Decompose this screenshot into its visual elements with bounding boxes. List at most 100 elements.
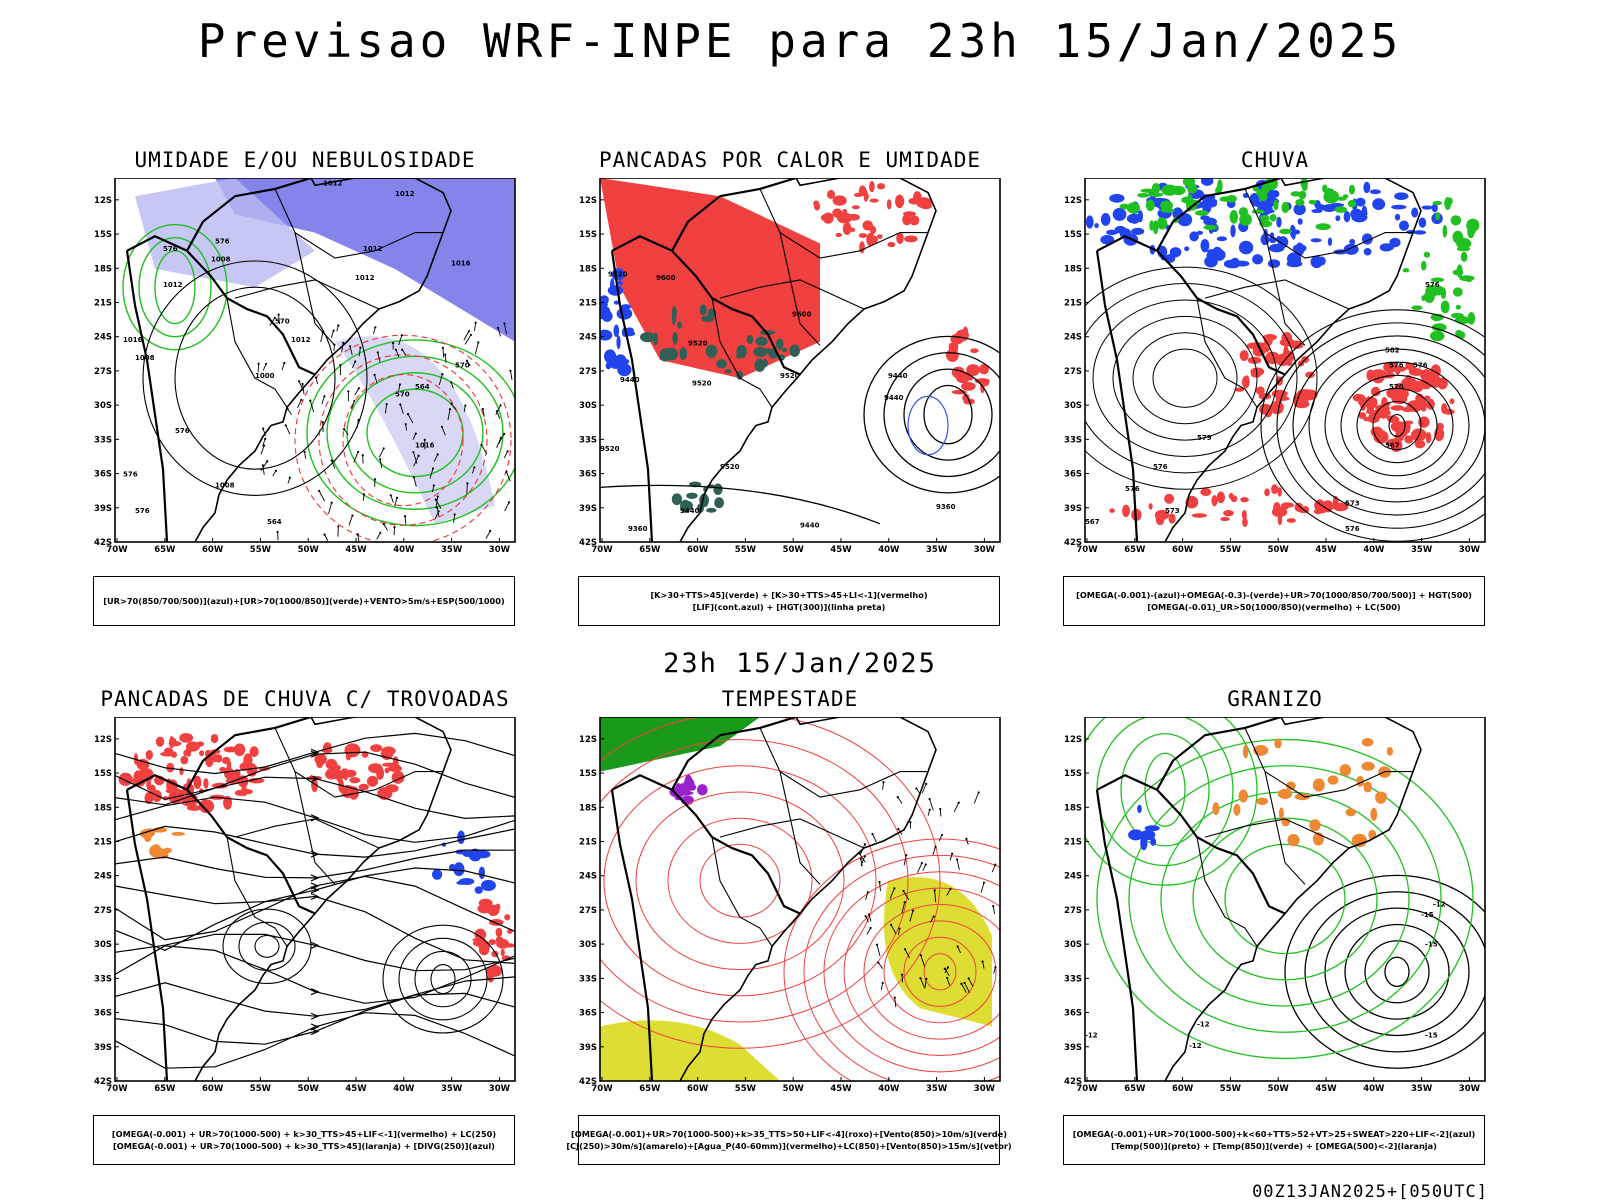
rain-red-cell (1242, 510, 1247, 519)
rain-red-cell (1417, 433, 1422, 442)
contour-label: -12 (1433, 900, 1446, 908)
wind-vector (354, 360, 356, 362)
lat-label: 18S (94, 803, 112, 813)
wind-vector (357, 451, 359, 453)
omega500-cell (1243, 745, 1248, 758)
omega-blue-cell (1399, 221, 1409, 231)
wind-vector (925, 783, 927, 785)
storm-red-cell (345, 770, 357, 778)
green-instability-cell (700, 304, 707, 315)
wind-vector (890, 924, 892, 926)
lon-label: 45W (1315, 1084, 1337, 1094)
omega-blue-cell (1311, 238, 1322, 242)
wind-vector (939, 808, 941, 810)
contour-label: 9600 (792, 310, 812, 318)
wind-vector (964, 982, 966, 984)
wind-vector (933, 915, 935, 917)
omega500-cell (1287, 834, 1299, 846)
green-instability-cell (686, 493, 697, 499)
storm-red-cell (179, 733, 193, 743)
wind-vector (377, 351, 379, 353)
lat-label: 33S (579, 435, 597, 445)
panel-title: CHUVA (1063, 148, 1487, 172)
legend-line: [OMEGA(-0.001)+UR>70(1000-500)+k>35_TTS>… (571, 1128, 1007, 1140)
wind-vector (960, 983, 962, 985)
wind-vector (379, 532, 381, 534)
contour-label: 1008 (135, 354, 155, 362)
lat-label: 15S (579, 769, 597, 779)
lat-label: 15S (1064, 769, 1082, 779)
omega-green-cell (1456, 305, 1461, 310)
lat-label: 21S (579, 298, 597, 308)
green-instability-cell (747, 335, 754, 344)
lat-label: 15S (94, 769, 112, 779)
rain-red-cell (1443, 409, 1455, 415)
omega500-cell (1256, 797, 1268, 804)
wind-vector (920, 954, 922, 956)
omega500-cell (1340, 764, 1351, 776)
green-instability-cell (640, 332, 655, 342)
wind-vector (318, 490, 320, 492)
lon-label: 55W (735, 1084, 757, 1094)
storm-red-cell (203, 778, 208, 789)
lat-label: 12S (94, 196, 112, 206)
omega-green-cell (1281, 202, 1289, 213)
purple-cell (697, 784, 708, 795)
omega500-cell (1328, 775, 1339, 784)
wind-vector (278, 314, 280, 316)
wind-vector (300, 399, 302, 401)
green-instability-cell (716, 359, 727, 368)
omega-green-cell (1403, 268, 1410, 272)
instability-cell (961, 382, 976, 391)
rain-red-cell (1431, 364, 1441, 377)
storm-red-cell (186, 741, 200, 751)
rain-red-cell (1371, 427, 1383, 437)
lat-label: 15S (579, 230, 597, 240)
omega-green-cell (1435, 212, 1440, 220)
wind-vector (464, 404, 466, 406)
wind-vector (442, 347, 444, 349)
lifted-index-cell (617, 308, 633, 320)
green-instability-cell (672, 493, 682, 505)
wind-vector (503, 322, 505, 324)
wind-vector (946, 977, 948, 979)
wind-vector (331, 460, 333, 462)
omega-blue-cell (1300, 248, 1304, 255)
omega-green-cell (1349, 185, 1355, 195)
lon-label: 35W (1411, 1084, 1433, 1094)
omega-blue-cell (1419, 218, 1427, 228)
wind-vector (983, 882, 985, 884)
lat-label: 18S (579, 264, 597, 274)
panel-title: GRANIZO (1063, 687, 1487, 711)
omega500-cell (1375, 792, 1386, 803)
green-instability-cell (756, 337, 768, 346)
rain-red-cell (1200, 488, 1211, 496)
omega-green-cell (1291, 191, 1301, 196)
orange-cell (171, 832, 184, 836)
lon-label: 35W (1411, 545, 1433, 555)
lat-label: 24S (1064, 872, 1082, 882)
lon-label: 35W (926, 545, 948, 555)
lon-label: 60W (202, 545, 224, 555)
omega500-cell (1387, 747, 1393, 756)
storm-red-cell (219, 767, 226, 773)
instability-cell (904, 235, 918, 242)
mid-title: 23h 15/Jan/2025 (0, 648, 1600, 679)
storm-red-cell (388, 765, 402, 772)
wind-vector (418, 455, 420, 457)
panel-title: PANCADAS POR CALOR E UMIDADE (578, 148, 1002, 172)
wind-vector (441, 426, 443, 428)
wind-vector (958, 802, 960, 804)
lon-label: 60W (687, 1084, 709, 1094)
lat-label: 21S (94, 837, 112, 847)
rain-red-cell (1428, 375, 1442, 387)
lon-label: 30W (974, 545, 996, 555)
omega-green-cell (1411, 305, 1422, 310)
wind-vector (392, 342, 394, 344)
wind-vector (322, 421, 324, 423)
omega-green-cell (1335, 206, 1348, 213)
green-instability-cell (714, 497, 724, 508)
green-instability-cell (736, 354, 745, 358)
wind-vector (470, 334, 472, 336)
wind-vector (383, 523, 385, 525)
